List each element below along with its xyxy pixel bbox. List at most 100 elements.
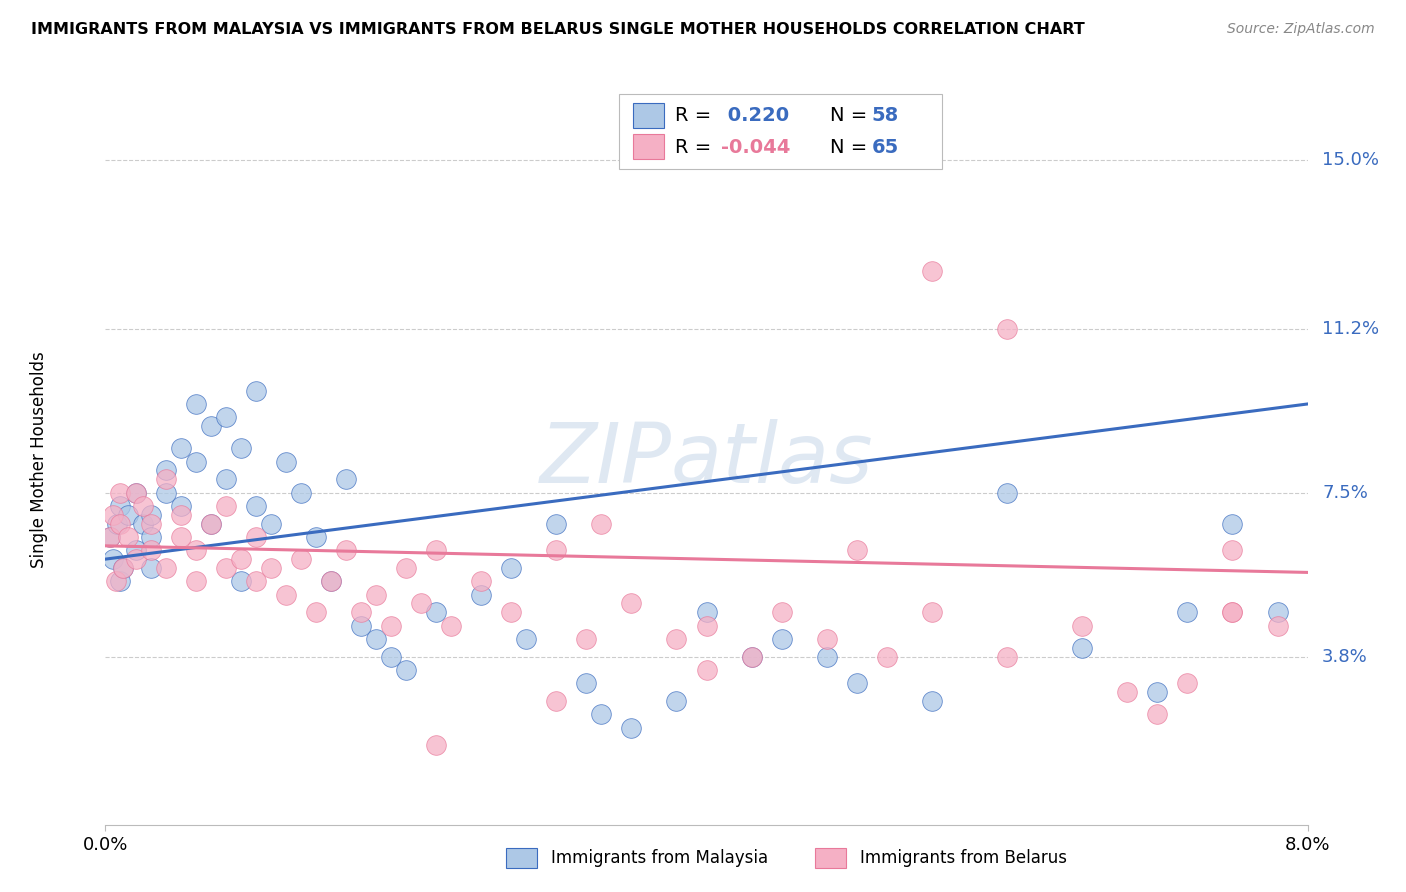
Point <box>290 485 312 500</box>
Point <box>1177 676 1199 690</box>
Point <box>335 543 357 558</box>
Point <box>845 676 868 690</box>
Point <box>229 552 252 566</box>
Point <box>98 530 121 544</box>
Point <box>214 561 236 575</box>
Point <box>380 649 402 664</box>
Point <box>470 574 492 589</box>
Text: 3.8%: 3.8% <box>1322 648 1368 665</box>
Point <box>815 649 838 664</box>
Point <box>501 561 523 575</box>
Point <box>110 574 132 589</box>
Point <box>921 605 943 619</box>
Point <box>1071 640 1094 655</box>
Point <box>319 574 342 589</box>
Text: 58: 58 <box>872 106 898 126</box>
Point <box>214 499 236 513</box>
Text: 65: 65 <box>872 137 898 157</box>
Point <box>319 574 342 589</box>
Point <box>184 454 207 468</box>
Point <box>425 739 447 753</box>
Point <box>245 530 267 544</box>
Point <box>124 543 146 558</box>
Point <box>155 485 177 500</box>
Text: N =: N = <box>830 137 873 157</box>
Text: 15.0%: 15.0% <box>1322 151 1379 169</box>
Point <box>995 649 1018 664</box>
Point <box>364 632 387 646</box>
Point <box>1146 685 1168 699</box>
Point <box>591 707 613 722</box>
Point <box>1146 707 1168 722</box>
Point <box>124 485 146 500</box>
Point <box>112 561 135 575</box>
Point <box>124 485 146 500</box>
Point <box>395 561 418 575</box>
Point <box>110 499 132 513</box>
Point <box>546 694 568 708</box>
Point <box>425 543 447 558</box>
Text: ZIPatlas: ZIPatlas <box>540 419 873 500</box>
Point <box>184 574 207 589</box>
Point <box>876 649 898 664</box>
Point <box>169 499 191 513</box>
Point <box>409 597 432 611</box>
Text: R =: R = <box>675 106 717 126</box>
Point <box>214 410 236 425</box>
Point <box>169 442 191 456</box>
Point <box>1222 543 1244 558</box>
Point <box>1222 605 1244 619</box>
Point <box>620 597 643 611</box>
Text: Immigrants from Belarus: Immigrants from Belarus <box>860 849 1067 867</box>
Point <box>845 543 868 558</box>
Point <box>470 588 492 602</box>
Point <box>139 530 162 544</box>
Point <box>696 663 718 677</box>
Point <box>1222 516 1244 531</box>
Point <box>921 264 943 278</box>
Text: IMMIGRANTS FROM MALAYSIA VS IMMIGRANTS FROM BELARUS SINGLE MOTHER HOUSEHOLDS COR: IMMIGRANTS FROM MALAYSIA VS IMMIGRANTS F… <box>31 22 1084 37</box>
Text: Source: ZipAtlas.com: Source: ZipAtlas.com <box>1227 22 1375 37</box>
Point <box>229 442 252 456</box>
Point <box>995 321 1018 335</box>
Point <box>117 508 139 522</box>
Point <box>260 561 283 575</box>
Point <box>107 516 129 531</box>
Point <box>575 632 598 646</box>
Point <box>380 618 402 632</box>
Point <box>274 454 297 468</box>
Point <box>229 574 252 589</box>
Point <box>741 649 763 664</box>
Text: 7.5%: 7.5% <box>1322 483 1368 501</box>
Point <box>155 561 177 575</box>
Point <box>1267 605 1289 619</box>
Text: -0.044: -0.044 <box>721 137 790 157</box>
Point <box>696 618 718 632</box>
Point <box>124 552 146 566</box>
Point <box>770 632 793 646</box>
Point <box>139 516 162 531</box>
Point <box>815 632 838 646</box>
Point <box>200 516 222 531</box>
Point <box>139 543 162 558</box>
Point <box>200 516 222 531</box>
Point <box>575 676 598 690</box>
Point <box>139 561 162 575</box>
Point <box>770 605 793 619</box>
Point <box>245 499 267 513</box>
Text: 11.2%: 11.2% <box>1322 319 1379 337</box>
Point <box>184 543 207 558</box>
Point <box>1071 618 1094 632</box>
Point <box>1222 605 1244 619</box>
Point <box>200 419 222 434</box>
Point <box>101 508 124 522</box>
Point <box>104 574 127 589</box>
Text: 0.220: 0.220 <box>721 106 789 126</box>
Point <box>274 588 297 602</box>
Point <box>1267 618 1289 632</box>
Point <box>169 508 191 522</box>
Point <box>620 721 643 735</box>
Point <box>184 397 207 411</box>
Point <box>335 472 357 486</box>
Point <box>112 561 135 575</box>
